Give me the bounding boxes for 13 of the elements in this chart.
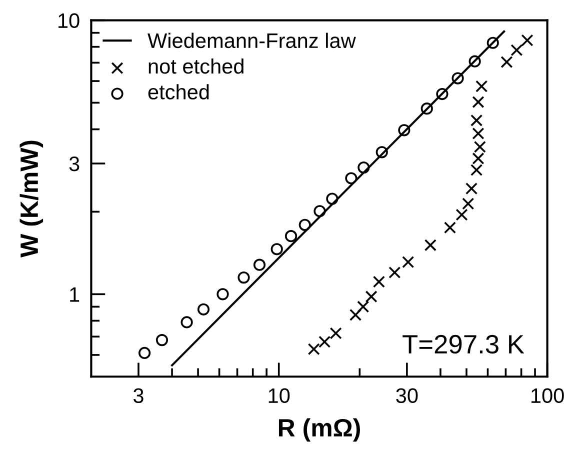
y-tick-label: 3	[69, 156, 80, 172]
x-tick-label: 3	[133, 388, 144, 404]
y-axis-title: W (K/mW)	[20, 140, 44, 258]
x-tick-label: 30	[396, 388, 418, 404]
legend-label: etched	[148, 84, 209, 100]
legend-label: Wiedemann-Franz law	[148, 32, 356, 48]
y-tick-label: 10	[58, 13, 80, 28]
x-axis-title: R (mΩ)	[278, 418, 360, 442]
legend-label: not etched	[148, 58, 244, 74]
x-tick-label: 10	[268, 388, 290, 404]
x-tick-label: 100	[532, 388, 564, 404]
y-tick-label: 1	[70, 287, 80, 302]
annotation: T=297.3 K	[402, 334, 524, 354]
